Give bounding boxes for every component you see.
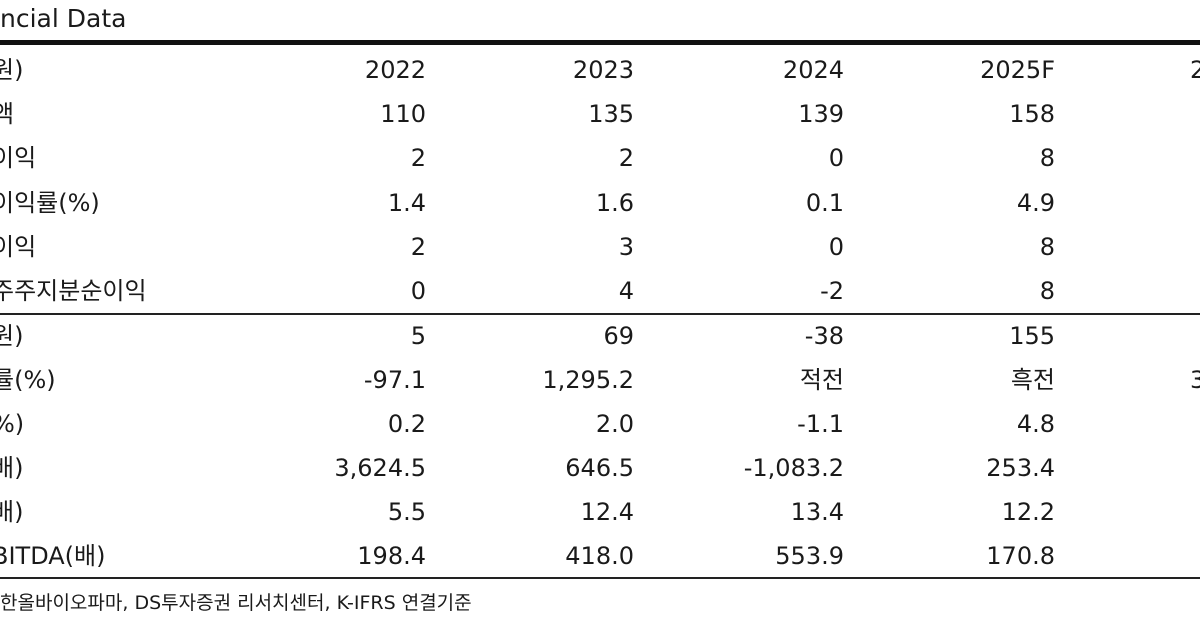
row-value-2023: 135 xyxy=(588,100,634,128)
row-value-2025f: 4.8 xyxy=(1016,410,1055,438)
row-value-2024: 0.1 xyxy=(805,189,844,217)
table-row: 주주지분순이익 0 4 -2 8 xyxy=(0,269,1200,313)
row-value-2022: 110 xyxy=(380,100,426,128)
row-value-2025f: 12.2 xyxy=(1001,498,1055,526)
row-value-2025f: 158 xyxy=(1009,100,1055,128)
row-value-2025f: 8 xyxy=(1039,233,1055,261)
row-value-2023: 418.0 xyxy=(565,542,634,570)
row-label: 이익 xyxy=(0,144,37,172)
row-label: 률(%) xyxy=(0,366,56,394)
row-label: BITDA(배) xyxy=(0,542,106,570)
row-value-2023: 1.6 xyxy=(595,189,634,217)
table-title: ncial Data xyxy=(0,4,127,33)
row-value-2022: 0.2 xyxy=(387,410,426,438)
row-value-2025f: 8 xyxy=(1039,144,1055,172)
row-value-2023: 69 xyxy=(603,322,634,350)
header-row: 원) 2022 2023 2024 2025F 2 xyxy=(0,48,1200,92)
row-value-2022: 2 xyxy=(410,233,426,261)
row-value-2022: 5.5 xyxy=(387,498,426,526)
row-value-2024: 0 xyxy=(828,144,844,172)
row-label: 주주지분순이익 xyxy=(0,277,147,305)
row-value-2023: 646.5 xyxy=(565,454,634,482)
row-value-2022: 5 xyxy=(410,322,426,350)
row-value-2024: 적전 xyxy=(799,366,844,394)
table-row: 이익 2 2 0 8 xyxy=(0,136,1200,180)
table-row: 률(%) -97.1 1,295.2 적전 흑전 3 xyxy=(0,358,1200,402)
header-year-2022: 2022 xyxy=(364,56,426,84)
row-value-2022: -97.1 xyxy=(363,366,426,394)
row-value-2022: 198.4 xyxy=(357,542,426,570)
source-note: 한올바이오파마, DS투자증권 리서치센터, K-IFRS 연결기준 xyxy=(0,592,472,614)
table-row: 이익률(%) 1.4 1.6 0.1 4.9 xyxy=(0,181,1200,225)
row-label: 이익 xyxy=(0,233,37,261)
row-value-2022: 3,624.5 xyxy=(334,454,426,482)
header-year-2024: 2024 xyxy=(782,56,844,84)
row-value-2024: 553.9 xyxy=(775,542,844,570)
table-row: BITDA(배) 198.4 418.0 553.9 170.8 xyxy=(0,534,1200,578)
table-row: %) 0.2 2.0 -1.1 4.8 xyxy=(0,402,1200,446)
row-value-2024: -1.1 xyxy=(797,410,844,438)
table-row: 배) 3,624.5 646.5 -1,083.2 253.4 xyxy=(0,446,1200,490)
row-label: 원) xyxy=(0,322,24,350)
table-row: 배) 5.5 12.4 13.4 12.2 xyxy=(0,490,1200,534)
row-value-2023: 2 xyxy=(618,144,634,172)
row-value-2025f: 4.9 xyxy=(1016,189,1055,217)
row-value-2022: 0 xyxy=(410,277,426,305)
row-value-2024: 139 xyxy=(798,100,844,128)
table-row: 액 110 135 139 158 xyxy=(0,92,1200,136)
bottom-rule xyxy=(0,577,1200,579)
section-divider xyxy=(0,313,1200,315)
row-value-2024: -1,083.2 xyxy=(743,454,844,482)
row-value-2024: 0 xyxy=(828,233,844,261)
row-value-2025f: 170.8 xyxy=(986,542,1055,570)
row-value-2023: 1,295.2 xyxy=(542,366,634,394)
row-value-2025f: 8 xyxy=(1039,277,1055,305)
row-label: %) xyxy=(0,410,25,438)
row-label: 액 xyxy=(0,100,15,128)
row-value-2023: 3 xyxy=(618,233,634,261)
table-row: 이익 2 3 0 8 xyxy=(0,225,1200,269)
row-value-2023: 4 xyxy=(618,277,634,305)
row-value-2023: 2.0 xyxy=(595,410,634,438)
row-label: 배) xyxy=(0,454,24,482)
header-year-2023: 2023 xyxy=(572,56,634,84)
row-value-2025f: 253.4 xyxy=(986,454,1055,482)
row-value-2023: 12.4 xyxy=(580,498,634,526)
header-year-2025f: 2025F xyxy=(980,56,1055,84)
top-rule xyxy=(0,40,1200,45)
table-row: 원) 5 69 -38 155 xyxy=(0,314,1200,358)
row-value-2025f: 155 xyxy=(1009,322,1055,350)
row-value-2022: 2 xyxy=(410,144,426,172)
row-label: 배) xyxy=(0,498,24,526)
header-unit-label: 원) xyxy=(0,56,24,84)
header-year-cutoff: 2 xyxy=(1190,56,1200,84)
row-value-2025f: 흑전 xyxy=(1010,366,1055,394)
row-value-cutoff: 3 xyxy=(1190,366,1200,394)
row-value-2024: -2 xyxy=(820,277,844,305)
row-value-2024: -38 xyxy=(804,322,844,350)
row-value-2024: 13.4 xyxy=(790,498,844,526)
row-label: 이익률(%) xyxy=(0,189,100,217)
row-value-2022: 1.4 xyxy=(387,189,426,217)
